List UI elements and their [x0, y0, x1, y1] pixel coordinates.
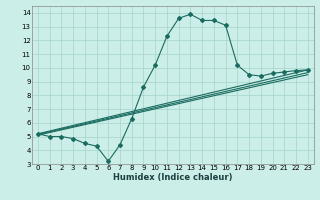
X-axis label: Humidex (Indice chaleur): Humidex (Indice chaleur) — [113, 173, 233, 182]
